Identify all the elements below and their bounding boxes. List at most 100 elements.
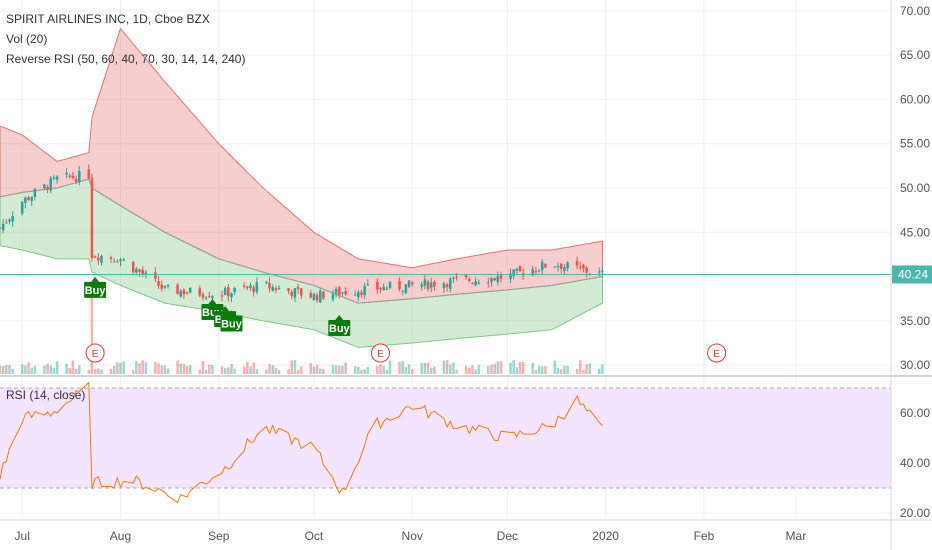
candle-body [119,259,122,262]
candle-body [11,216,14,222]
volume-bar [585,364,588,374]
volume-bar [52,367,56,374]
time-tick-label: Jul [15,529,30,543]
volume-bar [287,369,290,374]
volume-bar [154,361,157,374]
candle-body [341,292,344,294]
volume-bar [78,365,81,374]
buy-signals: BuyBuyBuyBuyBuy [84,276,351,336]
price-axis[interactable]: 30.0035.0040.0045.0050.0055.0060.0065.00… [900,4,930,372]
candle-body [20,201,24,214]
rsi-band-zone [0,388,891,488]
volume-bar [5,365,8,374]
legend-volume[interactable]: Vol (20) [6,32,48,46]
candle-body [176,284,179,295]
candle-body [157,281,160,287]
candle-body [277,287,281,290]
candle-body [382,286,385,291]
candle-body [112,261,116,263]
candle-body [487,282,490,284]
time-axis[interactable]: Jul Aug Sep Oct Nov Dec 2020 Feb Mar [15,529,807,543]
volume-bar [160,365,163,374]
legend-rsi[interactable]: RSI (14, close) [6,388,86,402]
candle-body [312,293,316,301]
volume-bar [109,368,113,374]
volume-bar [135,360,138,374]
volume-bar [27,362,30,374]
candle-body [499,274,503,279]
volume-bar [410,369,414,374]
candle-body [233,288,236,293]
candle-body [563,266,566,272]
candle-body [445,284,449,288]
candle-body [388,282,392,289]
candle-body [360,292,363,295]
volume-bar [138,363,141,374]
candle-body [131,261,135,273]
time-tick-label: Nov [402,529,423,543]
volume-bar [141,360,144,374]
volume-bar [122,361,125,374]
volume-bar [563,365,566,374]
volume-bar [55,361,59,374]
rsi-tick-label: 20.00 [900,506,930,520]
volume-bar [163,365,167,374]
legend-reverse-rsi[interactable]: Reverse RSI (50, 60, 40, 70, 30, 14, 14,… [6,52,246,66]
volume-bar [331,364,335,374]
volume-bar [512,360,515,374]
candle-body [376,281,379,290]
volume-bar [255,369,259,374]
buy-signal-arrow [208,299,217,304]
volume-bar [341,365,344,374]
volume-bars [0,284,604,374]
volume-bar [293,360,297,374]
rsi-axis[interactable]: 20.00 40.00 60.00 [900,406,930,520]
volume-bar [87,369,91,374]
volume-bar [401,361,404,374]
candle-body [496,275,500,282]
volume-bar [578,360,582,374]
candle-body [448,278,452,289]
candle-body [468,278,471,282]
price-tick-label: 65.00 [900,48,930,62]
candle-body [407,280,411,287]
volume-bar [315,364,319,374]
candle-body [455,276,458,278]
volume-bar [179,363,183,374]
candle-body [109,257,113,259]
volume-bar [556,367,560,374]
candle-body [534,271,538,273]
volume-bar [11,368,14,374]
chart-title[interactable]: SPIRIT AIRLINES INC, 1D, Cboe BZX [6,12,210,26]
candle-body [135,268,138,273]
price-tick-label: 60.00 [900,92,930,106]
rsi-tick-label: 60.00 [900,406,930,420]
volume-bar [220,366,224,374]
candle-body [423,279,427,286]
candle-body [331,294,335,300]
volume-bar [398,361,401,374]
candle-body [33,189,37,197]
candle-body [334,288,338,294]
volume-bar [499,360,503,374]
candle-body [220,295,224,297]
candle-body [97,257,100,261]
candle-body [154,272,157,279]
volume-bar [198,369,202,374]
candle-body [474,281,477,286]
volume-bar [1,365,5,374]
candle-body [185,292,189,294]
volume-bar [360,369,363,374]
volume-bar [0,365,2,374]
volume-bar [90,284,94,374]
candle-body [268,282,271,289]
volume-bar [252,362,255,374]
volume-bar [426,362,430,374]
buy-signal-arrow [221,306,230,312]
volume-bar [366,366,370,374]
volume-bar [429,367,433,374]
volume-bar [188,365,192,374]
candle-body [401,290,404,292]
